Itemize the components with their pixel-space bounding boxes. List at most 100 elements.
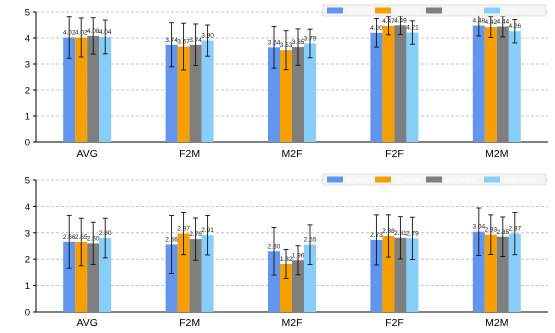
legend-swatch: [484, 7, 500, 14]
legend-label: D-vector: [347, 177, 372, 184]
bar-dg-vector: [496, 236, 509, 312]
bar-g-vector: [177, 46, 190, 142]
y-tick-label: 3: [25, 60, 30, 71]
value-label: 4.02: [75, 29, 88, 36]
bar-dg-vector: [394, 25, 407, 142]
bar-d-vector: [370, 32, 383, 142]
bar-d-vector: [268, 251, 280, 312]
bar-d-vector: [268, 47, 280, 142]
legend-label: DG-vector: [446, 8, 476, 15]
bar-d-vector: [165, 44, 178, 143]
value-label: 3.53: [280, 42, 293, 49]
value-label: 2.65: [75, 234, 88, 241]
value-label: 2.81: [394, 230, 407, 237]
x-tick-label: F2F: [385, 317, 404, 329]
value-label: 2.73: [370, 232, 383, 239]
bar-dgc-vector: [201, 40, 214, 142]
legend-swatch: [375, 176, 391, 183]
value-label: 3.67: [177, 39, 190, 46]
y-tick-label: 0: [25, 308, 30, 319]
legend-swatch: [327, 176, 343, 183]
y-tick-label: 2: [25, 255, 30, 266]
value-label: 4.44: [496, 19, 509, 26]
y-tick-label: 5: [25, 8, 30, 19]
value-label: 4.48: [472, 18, 485, 25]
bar-d-vector: [165, 244, 178, 312]
value-label: 4.26: [508, 23, 521, 30]
value-label: 2.56: [165, 236, 178, 243]
value-label: 2.91: [201, 227, 214, 234]
bar-dgc-vector: [406, 238, 419, 312]
legend-swatch: [426, 176, 442, 183]
y-tick-label: 0: [25, 138, 30, 149]
value-label: 4.47: [382, 18, 395, 25]
legend-label: G-vector: [395, 8, 421, 15]
x-tick-label: AVG: [76, 148, 97, 160]
x-tick-label: AVG: [76, 317, 97, 329]
bar-dgc-vector: [304, 244, 316, 312]
value-label: 3.04: [472, 224, 485, 231]
value-label: 4.42: [484, 19, 497, 26]
value-label: 2.97: [177, 226, 190, 233]
value-label: 3.74: [165, 37, 178, 44]
bar-d-vector: [472, 25, 485, 142]
value-label: 3.64: [268, 39, 281, 46]
legend-label: DG-vector: [446, 177, 476, 184]
bar-g-vector: [75, 242, 88, 312]
y-tick-label: 4: [25, 34, 30, 45]
value-label: 4.02: [63, 29, 76, 36]
bar-g-vector: [177, 233, 190, 312]
bar-dgc-vector: [304, 43, 316, 142]
value-label: 2.55: [304, 237, 317, 244]
x-tick-label: F2F: [385, 148, 404, 160]
bar-g-vector: [280, 263, 292, 312]
value-label: 2.97: [508, 226, 521, 233]
x-tick-label: M2F: [282, 148, 303, 160]
value-label: 4.08: [87, 28, 100, 35]
bar-dg-vector: [87, 35, 100, 142]
value-label: 2.93: [484, 227, 497, 234]
y-tick-label: 2: [25, 86, 30, 97]
bar-d-vector: [63, 241, 76, 312]
legend-swatch: [426, 7, 442, 14]
x-tick-label: M2M: [485, 148, 508, 160]
value-label: 4.04: [99, 29, 112, 36]
legend-label: DGC-vector: [504, 8, 539, 15]
value-label: 4.49: [394, 17, 407, 24]
value-label: 4.21: [406, 25, 419, 32]
value-label: 4.20: [370, 25, 383, 32]
value-label: 2.80: [99, 230, 112, 237]
value-label: 3.65: [292, 39, 305, 46]
bar-d-vector: [63, 37, 76, 143]
bar-dg-vector: [394, 237, 407, 312]
legend-label: D-vector: [347, 8, 372, 15]
value-label: 3.90: [201, 33, 214, 40]
x-tick-label: F2M: [179, 148, 200, 160]
x-tick-label: M2F: [282, 317, 303, 329]
bar-dg-vector: [292, 47, 304, 142]
y-tick-label: 4: [25, 202, 30, 213]
bar-dg-vector: [189, 239, 202, 312]
bar-dg-vector: [189, 44, 202, 143]
bar-dg-vector: [496, 26, 509, 143]
y-tick-label: 1: [25, 281, 30, 292]
bar-g-vector: [75, 37, 88, 143]
value-label: 1.96: [292, 252, 305, 259]
bar-dg-vector: [292, 260, 304, 312]
legend-swatch: [484, 176, 500, 183]
value-label: 3.79: [304, 35, 317, 42]
bar-dgc-vector: [201, 235, 214, 312]
value-label: 2.76: [189, 231, 202, 238]
value-label: 2.30: [268, 243, 281, 250]
bar-g-vector: [484, 27, 497, 142]
legend-swatch: [375, 7, 391, 14]
bar-g-vector: [382, 235, 395, 312]
value-label: 2.88: [382, 228, 395, 235]
y-tick-label: 3: [25, 228, 30, 239]
legend-label: DGC-vector: [504, 177, 539, 184]
bar-dgc-vector: [406, 32, 419, 142]
bar-d-vector: [370, 239, 383, 312]
